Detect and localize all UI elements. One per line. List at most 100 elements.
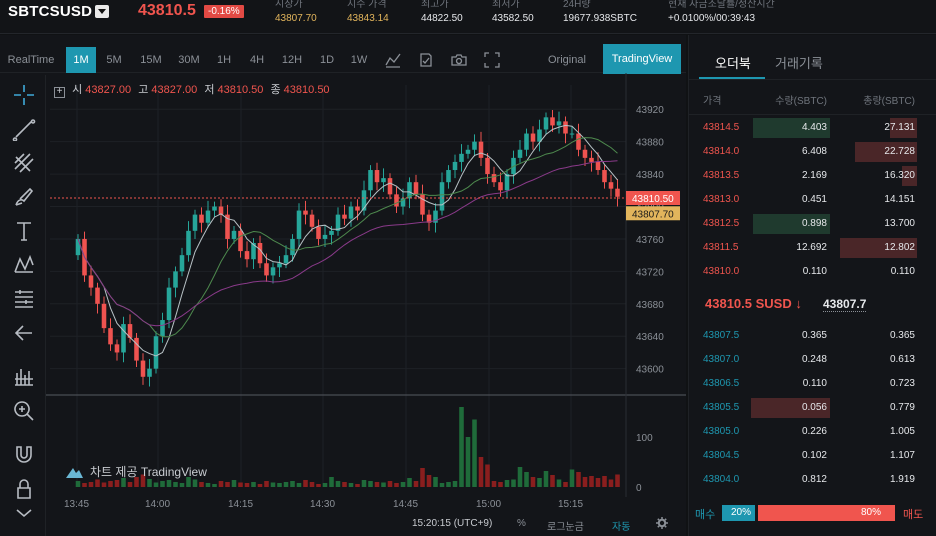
timeframe-1w[interactable]: 1W xyxy=(350,54,368,66)
original-view-button[interactable]: Original xyxy=(548,54,586,66)
candle-up xyxy=(348,206,354,219)
expand-legend-icon[interactable]: + xyxy=(54,87,65,98)
timeframe-1h[interactable]: 1H xyxy=(216,54,232,66)
stat-value: 44822.50 xyxy=(421,13,463,24)
auto-scale-button[interactable]: 자동 xyxy=(612,522,631,533)
volume-bar xyxy=(556,479,562,487)
volume-bar xyxy=(517,467,523,487)
crosshair-icon[interactable] xyxy=(12,83,36,107)
timeframe-5m[interactable]: 5M xyxy=(106,54,122,66)
candle-down xyxy=(303,210,308,215)
tab-trade-history[interactable]: 거래기록 xyxy=(775,56,823,71)
ask-row[interactable]: 43812.5 0.898 13.700 xyxy=(689,212,936,236)
ask-row[interactable]: 43813.0 0.451 14.151 xyxy=(689,188,936,212)
candle-up xyxy=(472,141,477,150)
volume-bar xyxy=(264,481,269,487)
row-qty: 0.056 xyxy=(801,402,827,413)
candle-down xyxy=(114,344,120,353)
arrow-left-icon[interactable] xyxy=(12,321,36,345)
candle-up xyxy=(556,121,562,126)
ask-row[interactable]: 43813.5 2.169 16.320 xyxy=(689,164,936,188)
candle-up xyxy=(277,263,282,268)
ma-mid-line xyxy=(77,137,618,338)
chart-template-icon[interactable] xyxy=(418,52,434,68)
measure-icon[interactable] xyxy=(12,365,36,389)
bid-row[interactable]: 43806.5 0.110 0.723 xyxy=(689,372,936,396)
percent-scale-button[interactable]: % xyxy=(517,518,526,529)
brush-icon[interactable] xyxy=(12,185,36,209)
qty-depth-bar xyxy=(752,118,830,138)
volume-bar xyxy=(303,480,308,487)
timeframe-30m[interactable]: 30M xyxy=(178,54,200,66)
volume-bar xyxy=(543,471,549,487)
timeframe-15m[interactable]: 15M xyxy=(140,54,162,66)
bid-row[interactable]: 43804.0 0.812 1.919 xyxy=(689,468,936,492)
volume-bar xyxy=(407,478,412,487)
candle-up xyxy=(459,153,464,162)
open-label: 시 xyxy=(72,84,83,96)
candle-down xyxy=(88,275,94,288)
row-total: 1.005 xyxy=(889,426,915,437)
lock-icon[interactable] xyxy=(12,477,36,501)
tradingview-credit[interactable]: 차트 제공 TradingView xyxy=(62,463,207,480)
candle-down xyxy=(413,182,419,195)
candle-up xyxy=(433,210,438,223)
row-qty: 4.403 xyxy=(801,122,827,133)
candle-up xyxy=(160,320,165,337)
bid-row[interactable]: 43804.5 0.102 1.107 xyxy=(689,444,936,468)
timeframe-1d[interactable]: 1D xyxy=(319,54,335,66)
indicators-icon[interactable] xyxy=(385,52,401,68)
pattern-icon[interactable] xyxy=(12,253,36,277)
trend-line-icon[interactable] xyxy=(12,117,36,141)
volume-bar xyxy=(602,476,607,487)
time-tick-label: 13:45 xyxy=(64,499,89,510)
candle-up xyxy=(186,230,191,256)
row-qty: 0.110 xyxy=(802,378,827,389)
ask-row[interactable]: 43814.5 4.403 27.131 xyxy=(689,116,936,140)
text-icon[interactable] xyxy=(12,219,36,243)
stat-value: +0.0100%/00:39:43 xyxy=(668,13,756,24)
pitchfork-icon[interactable] xyxy=(12,151,36,175)
symbol-dropdown-icon[interactable] xyxy=(95,5,109,18)
high-label: 고 xyxy=(138,84,149,96)
tab-orderbook[interactable]: 오더북 xyxy=(715,56,751,71)
candle-up xyxy=(524,133,529,150)
symbol-name[interactable]: SBTCSUSD xyxy=(8,3,93,20)
settings-gear-icon[interactable] xyxy=(656,517,668,529)
clock-utc[interactable]: 15:20:15 (UTC+9) xyxy=(412,518,493,529)
screenshot-icon[interactable] xyxy=(451,52,467,68)
bid-row[interactable]: 43805.5 0.056 0.779 xyxy=(689,396,936,420)
timeframe-4h[interactable]: 4H xyxy=(249,54,265,66)
magnet-icon[interactable] xyxy=(12,443,36,467)
volume-bar xyxy=(205,483,211,487)
timeframe-12h[interactable]: 12H xyxy=(281,54,303,66)
volume-bar xyxy=(166,480,172,487)
total-depth-bar xyxy=(890,118,917,138)
volume-bar xyxy=(108,481,113,487)
volume-bar xyxy=(231,480,237,487)
fib-icon[interactable] xyxy=(12,287,36,311)
candlestick-chart[interactable]: 4392043880438404380043760437204368043640… xyxy=(0,35,686,536)
chevron-down-icon[interactable] xyxy=(12,501,36,525)
bid-row[interactable]: 43807.0 0.248 0.613 xyxy=(689,348,936,372)
candle-down xyxy=(498,182,503,191)
volume-tick-label: 100 xyxy=(636,433,653,444)
log-scale-button[interactable]: 로그눈금 xyxy=(547,522,584,533)
bid-row[interactable]: 43805.0 0.226 1.005 xyxy=(689,420,936,444)
candle-down xyxy=(218,206,224,215)
tradingview-view-button[interactable]: TradingView xyxy=(603,44,681,74)
ask-row[interactable]: 43814.0 6.408 22.728 xyxy=(689,140,936,164)
volume-bar xyxy=(563,482,568,487)
timeframe-realtime[interactable]: RealTime xyxy=(7,54,55,66)
fullscreen-icon[interactable] xyxy=(484,52,500,68)
candle-down xyxy=(491,174,497,183)
timeframe-1m[interactable]: 1M xyxy=(66,47,96,73)
volume-bar xyxy=(95,479,100,487)
volume-bar xyxy=(472,419,477,487)
ask-row[interactable]: 43810.0 0.110 0.110 xyxy=(689,260,936,284)
ask-row[interactable]: 43811.5 12.692 12.802 xyxy=(689,236,936,260)
drawing-toolbar xyxy=(0,75,46,536)
buy-ratio-bar: 20% xyxy=(722,505,755,521)
zoom-in-icon[interactable] xyxy=(12,399,36,423)
bid-row[interactable]: 43807.5 0.365 0.365 xyxy=(689,324,936,348)
